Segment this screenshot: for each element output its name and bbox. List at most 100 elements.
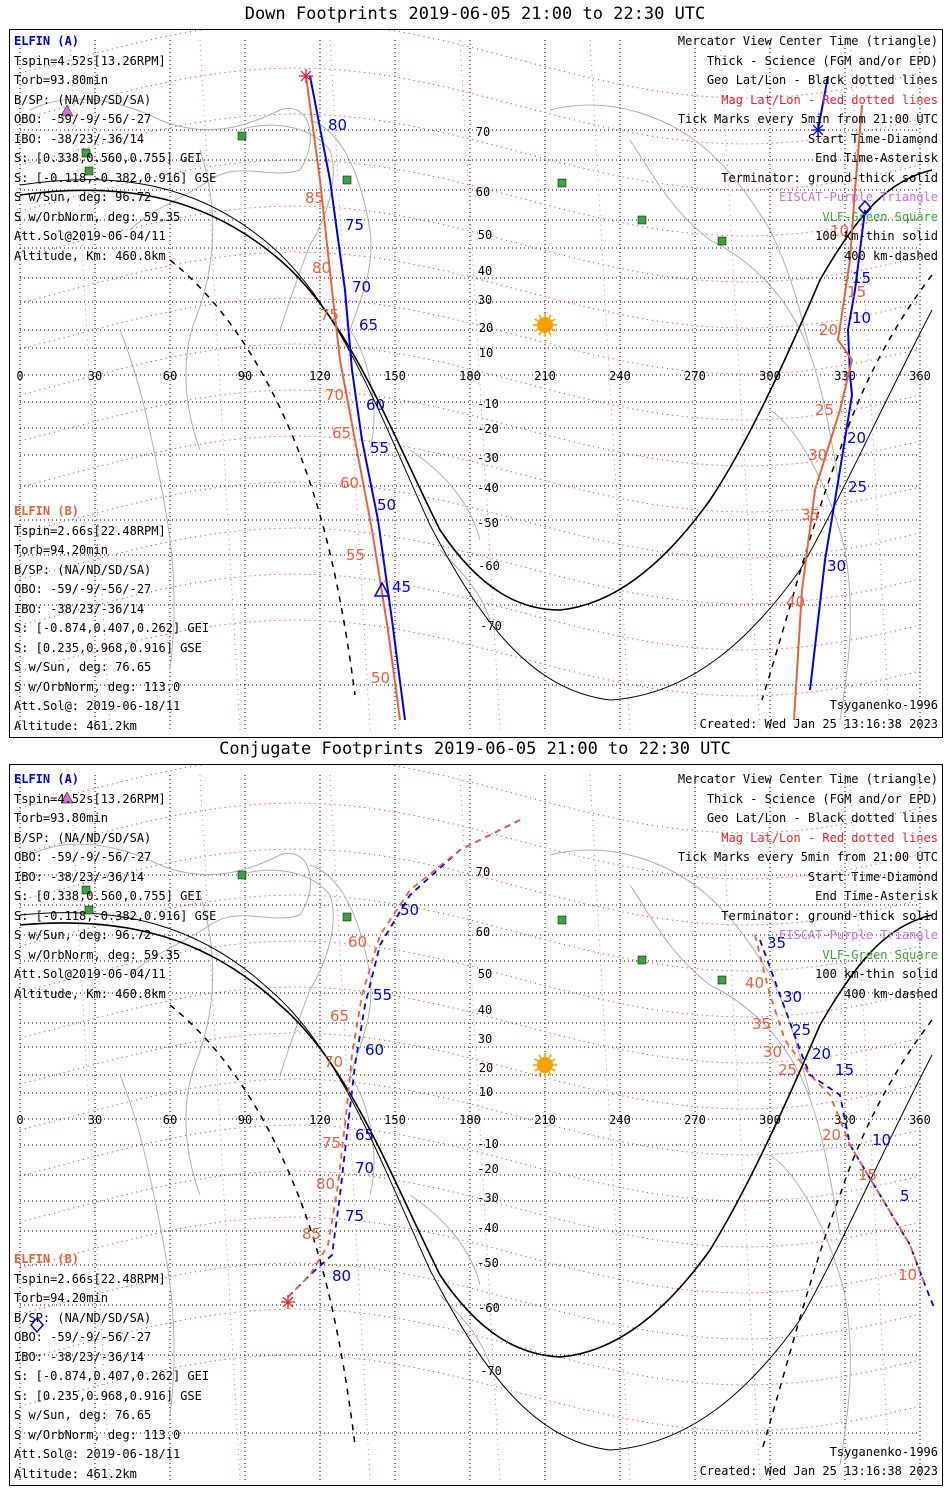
track-label: 75 bbox=[322, 1134, 341, 1152]
x-tick-label: 0 bbox=[16, 1113, 23, 1127]
vlf-station-icon bbox=[81, 148, 91, 158]
x-tick-label: 210 bbox=[534, 1113, 556, 1127]
sun-ray bbox=[538, 331, 542, 336]
sun-ray bbox=[548, 331, 552, 336]
x-tick-label: 330 bbox=[834, 369, 856, 383]
y-tick-label: 10 bbox=[479, 1085, 493, 1099]
terminator-400km-left bbox=[169, 259, 356, 696]
coastline bbox=[769, 409, 851, 721]
info-line: OBO: -59/-9/-56/-27 bbox=[14, 582, 152, 596]
legend-item: Thick - Science (FGM and/or EPD) bbox=[706, 53, 938, 68]
legend-item: 100 km-thin solid bbox=[815, 229, 938, 243]
track-label: 70 bbox=[352, 278, 371, 296]
sun-ray bbox=[548, 1071, 552, 1076]
y-tick-label: -30 bbox=[477, 1191, 499, 1205]
info-line: Altitude: 461.2km bbox=[14, 718, 137, 733]
legend: Mercator View Center Time (triangle) Thic… bbox=[678, 32, 938, 266]
track-label: 50 bbox=[377, 496, 396, 514]
mag-lon-line bbox=[589, 39, 631, 731]
x-tick-label: 120 bbox=[309, 369, 331, 383]
y-tick-label: 60 bbox=[476, 185, 490, 199]
model-label: Tsyganenko-1996 bbox=[829, 1445, 938, 1459]
mag-lon-line bbox=[719, 39, 761, 731]
track-label: 35 bbox=[801, 506, 820, 524]
track-label: 30 bbox=[783, 988, 802, 1006]
footprint-track bbox=[284, 819, 521, 1301]
coastline bbox=[629, 884, 841, 1236]
info-line: B/SP: (NA/ND/SD/SA) bbox=[14, 562, 152, 577]
x-tick-label: 270 bbox=[684, 369, 706, 383]
vlf-station-icon bbox=[717, 236, 727, 246]
x-tick-label: 60 bbox=[163, 1113, 177, 1127]
sun-ray bbox=[538, 1071, 542, 1076]
down-footprints-panel: 0 30 60 90 120 150 180 210 240 270 300 330 360 70 60 50… bbox=[9, 29, 943, 738]
track-label: 25 bbox=[792, 1021, 811, 1039]
coastline bbox=[119, 1074, 175, 1416]
info-line: OBO: -59/-9/-56/-27 bbox=[14, 1330, 152, 1344]
legend-item: End Time-Asterisk bbox=[815, 151, 938, 165]
track-label: 65 bbox=[355, 1126, 374, 1144]
coastline bbox=[185, 149, 214, 451]
y-tick-label: 70 bbox=[476, 865, 490, 879]
sun-ray bbox=[538, 314, 542, 319]
y-tick-label: -10 bbox=[477, 1137, 499, 1151]
sun-ray bbox=[551, 318, 556, 322]
vlf-station-icon bbox=[557, 178, 567, 188]
conjugate-footprints-map: 0 30 60 90 120 150 180 210 240 270 300 330 360706050… bbox=[16, 765, 936, 1481]
vlf-station-icon bbox=[237, 131, 247, 141]
elfin-a-info: ELFIN (A) Tspin=4.52s[13.26RPM] Torb=93.80… bbox=[14, 770, 216, 1004]
track-label: 25 bbox=[848, 478, 867, 496]
info-line: B/SP: (NA/ND/SD/SA) bbox=[14, 1310, 152, 1325]
info-line: S w/OrbNorm, deg: 59.35 bbox=[14, 947, 181, 962]
sun-ray bbox=[551, 1068, 556, 1072]
bottom-chart-title: Conjugate Footprints 2019-06-05 21:00 to… bbox=[219, 739, 731, 759]
y-tick-label: -30 bbox=[477, 451, 499, 465]
info-line: Tspin=2.66s[22.48RPM] bbox=[14, 523, 166, 538]
y-tick-label: -70 bbox=[480, 1364, 502, 1378]
footprint-track bbox=[305, 75, 401, 721]
info-line: Altitude: 461.2km bbox=[14, 1466, 137, 1481]
coastline bbox=[239, 124, 334, 331]
legend: Mercator View Center Time (triangle) Thic… bbox=[678, 770, 938, 1004]
footprint-track bbox=[793, 104, 863, 721]
info-line: B/SP: (NA/ND/SD/SA) bbox=[14, 830, 152, 845]
coastline bbox=[29, 843, 311, 976]
info-line: S: [0.338,0.560,0.755] GEI bbox=[14, 889, 202, 903]
legend-item: Mercator View Center Time (triangle) bbox=[677, 772, 938, 786]
legend-item: Geo Lat/Lon - Black dotted lines bbox=[706, 811, 938, 825]
y-tick-label: 50 bbox=[478, 228, 492, 242]
info-line: S w/Sun, deg: 76.65 bbox=[14, 1408, 152, 1422]
vlf-station-icon bbox=[81, 885, 91, 895]
x-tick-label: 180 bbox=[459, 369, 481, 383]
coastline bbox=[409, 449, 491, 621]
track-label: 80 bbox=[328, 116, 347, 134]
track-label: 75 bbox=[345, 1207, 364, 1225]
y-tick-label: 10 bbox=[479, 346, 493, 360]
legend-item: Thick - Science (FGM and/or EPD) bbox=[706, 791, 938, 806]
start-time-diamond bbox=[30, 1316, 44, 1334]
terminator-400km-right bbox=[761, 1019, 933, 1451]
track-label: 55 bbox=[346, 546, 365, 564]
info-line: S: [0.338,0.560,0.755] GEI bbox=[14, 151, 202, 165]
y-tick-label: 70 bbox=[476, 125, 490, 139]
y-tick-label: -40 bbox=[477, 481, 499, 495]
track-label: 25 bbox=[815, 401, 834, 419]
track-label: 30 bbox=[763, 1043, 782, 1061]
legend-item: Start Time-Diamond bbox=[807, 131, 938, 146]
track-label: 65 bbox=[359, 316, 378, 334]
x-tick-label: 150 bbox=[384, 1113, 406, 1127]
terminator-100km bbox=[19, 912, 933, 1451]
eiscat-triangle-icon bbox=[60, 791, 74, 804]
info-line: S: [0.235,0.968,0.916] GSE bbox=[14, 1388, 202, 1403]
track-label: 30 bbox=[808, 446, 827, 464]
y-tick-label: 20 bbox=[479, 1061, 493, 1075]
satellite-header: ELFIN (B) bbox=[14, 504, 80, 518]
legend-item: EISCAT-Purple Triangle bbox=[779, 190, 938, 204]
legend-item: Tick Marks every 5min from 21:00 UTC bbox=[677, 112, 938, 126]
vlf-station-icon bbox=[84, 166, 94, 176]
center-time-triangle bbox=[373, 581, 391, 597]
y-tick-label: 50 bbox=[478, 967, 492, 981]
coastline bbox=[629, 139, 841, 491]
track-label: 35 bbox=[752, 1015, 771, 1033]
x-tick-label: 30 bbox=[88, 1113, 102, 1127]
